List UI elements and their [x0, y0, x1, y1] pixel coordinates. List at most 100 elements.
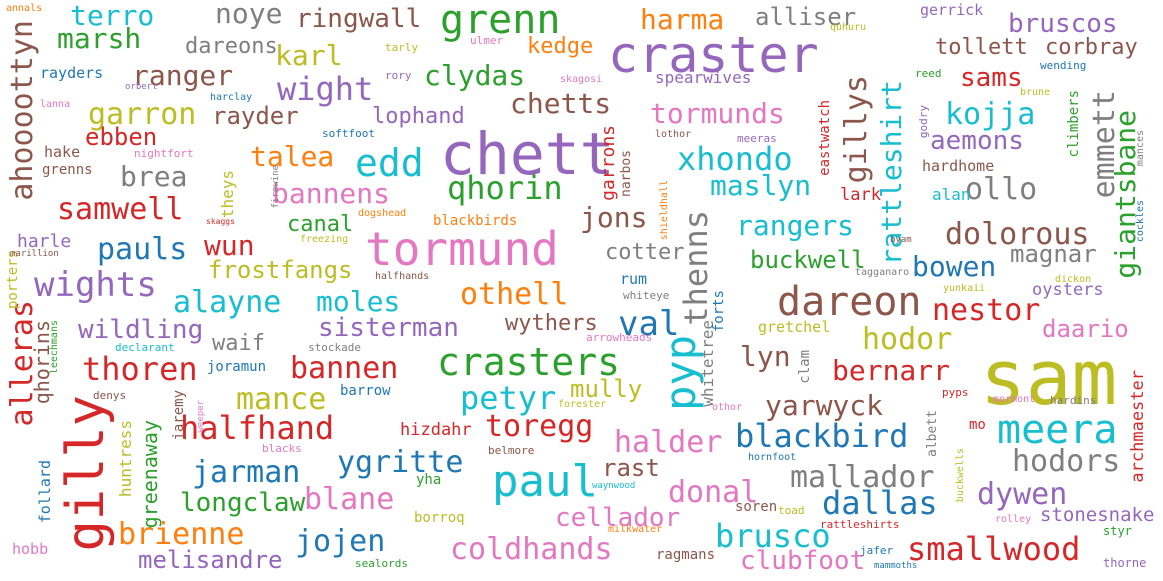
- word: alliser: [755, 3, 857, 31]
- word: coldhands: [450, 532, 613, 567]
- word: godry: [917, 105, 930, 139]
- word: hake: [44, 143, 81, 161]
- word: tormunds: [650, 97, 785, 130]
- word: dolorous: [945, 217, 1090, 252]
- word: rayder: [212, 102, 299, 130]
- word: mormont: [993, 394, 1036, 405]
- word: annals: [6, 3, 43, 14]
- word: gilly: [56, 395, 116, 552]
- word: hobb: [12, 540, 49, 558]
- word: borroq: [414, 510, 465, 526]
- word: meeras: [737, 132, 777, 145]
- word: emmett: [1087, 90, 1122, 199]
- word: harma: [640, 3, 725, 36]
- word: hizdahr: [400, 420, 472, 440]
- word: wights: [34, 265, 157, 305]
- word: blane: [304, 482, 395, 517]
- word: declarant: [115, 341, 175, 354]
- word: crasters: [437, 340, 621, 384]
- word: whitetree: [698, 320, 717, 407]
- word: jafer: [860, 544, 894, 557]
- word: grenn: [440, 0, 561, 43]
- word: follard: [36, 460, 54, 524]
- word: barrow: [340, 383, 391, 399]
- word: thorne: [1103, 556, 1147, 570]
- word: cellador: [555, 503, 681, 533]
- word: qhorin: [447, 169, 563, 207]
- word: yunkaii: [943, 283, 986, 294]
- word: sealords: [355, 557, 408, 570]
- word: firewine: [271, 165, 281, 209]
- word: rast: [602, 454, 660, 482]
- word: climbers: [1066, 90, 1082, 158]
- word: rory: [385, 69, 412, 82]
- word: tollett: [935, 35, 1028, 60]
- word: pauls: [97, 232, 188, 267]
- word: sam: [980, 333, 1118, 422]
- word: bannens: [272, 177, 391, 210]
- word: blackbirds: [433, 213, 518, 229]
- word: dywen: [977, 477, 1068, 512]
- word: mammoths: [874, 561, 918, 571]
- word: belmore: [488, 444, 535, 457]
- word: donal: [668, 475, 759, 510]
- word: garron: [88, 97, 197, 132]
- word: noye: [215, 0, 283, 30]
- word: whiteye: [623, 289, 670, 302]
- word: rattleshirts: [820, 518, 900, 531]
- word: corbray: [1045, 35, 1138, 60]
- word: halder: [614, 425, 723, 460]
- word: hornfoot: [748, 452, 797, 463]
- word: rayders: [40, 64, 104, 82]
- word: dareon: [777, 279, 922, 325]
- word: toad: [778, 504, 805, 517]
- word: stockade: [308, 341, 361, 354]
- word: samwell: [57, 192, 184, 227]
- word: sisterman: [318, 313, 459, 343]
- word: reed: [915, 67, 942, 80]
- word: cotter: [605, 240, 685, 265]
- word: pyp: [656, 335, 705, 411]
- word: weeper: [196, 400, 206, 433]
- word: stonesnake: [1040, 504, 1155, 526]
- word: lanna: [40, 99, 71, 110]
- word: hardhome: [922, 157, 995, 175]
- word: skagosi: [560, 74, 603, 85]
- word: mo: [969, 417, 986, 433]
- word: yha: [416, 472, 442, 488]
- word: mance: [236, 382, 327, 417]
- word: hardins: [1050, 394, 1097, 407]
- word: wildling: [78, 315, 204, 345]
- word: quhuru: [830, 22, 867, 33]
- word: gerrick: [920, 1, 984, 19]
- word: ahoooottyn: [5, 20, 40, 201]
- word: thenns: [677, 210, 715, 326]
- word: meera: [997, 407, 1118, 453]
- word: alayne: [173, 285, 282, 320]
- word: lark: [840, 185, 881, 205]
- word: ranger: [132, 59, 234, 92]
- word: softfoot: [322, 127, 375, 140]
- word: brea: [120, 160, 188, 193]
- word: toregg: [485, 409, 594, 444]
- word: shieldhall: [659, 180, 670, 241]
- word: buckwells: [955, 448, 966, 503]
- word: edd: [355, 141, 424, 185]
- word: daario: [1042, 315, 1129, 343]
- word: nightfort: [134, 147, 194, 160]
- word: archmaester: [1128, 370, 1148, 483]
- word: dogshead: [358, 208, 407, 219]
- word: waif: [212, 331, 265, 356]
- word: longclaw: [180, 488, 306, 518]
- word: thoren: [82, 350, 198, 388]
- word: terro: [70, 0, 155, 32]
- word: gillys: [839, 75, 874, 184]
- word: waynwood: [592, 481, 636, 491]
- word: blacks: [262, 442, 302, 455]
- word: val: [618, 304, 680, 344]
- word: kojja: [945, 97, 1036, 132]
- word: ebben: [85, 123, 158, 151]
- word: buckwell: [750, 246, 866, 274]
- word: smallwood: [907, 530, 1081, 568]
